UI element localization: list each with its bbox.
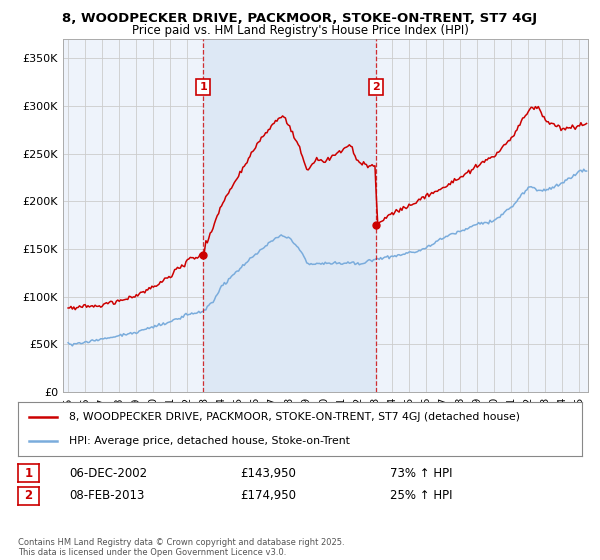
Text: Price paid vs. HM Land Registry's House Price Index (HPI): Price paid vs. HM Land Registry's House … [131, 24, 469, 36]
Text: 06-DEC-2002: 06-DEC-2002 [69, 466, 147, 480]
Text: £174,950: £174,950 [240, 489, 296, 502]
Text: 8, WOODPECKER DRIVE, PACKMOOR, STOKE-ON-TRENT, ST7 4GJ (detached house): 8, WOODPECKER DRIVE, PACKMOOR, STOKE-ON-… [69, 412, 520, 422]
Text: 73% ↑ HPI: 73% ↑ HPI [390, 466, 452, 480]
Text: 25% ↑ HPI: 25% ↑ HPI [390, 489, 452, 502]
Text: 08-FEB-2013: 08-FEB-2013 [69, 489, 145, 502]
Text: HPI: Average price, detached house, Stoke-on-Trent: HPI: Average price, detached house, Stok… [69, 436, 350, 446]
Text: Contains HM Land Registry data © Crown copyright and database right 2025.
This d: Contains HM Land Registry data © Crown c… [18, 538, 344, 557]
Text: £143,950: £143,950 [240, 466, 296, 480]
Text: 1: 1 [199, 82, 207, 92]
Text: 2: 2 [373, 82, 380, 92]
Text: 1: 1 [25, 466, 32, 480]
Bar [203, 39, 376, 392]
Text: 8, WOODPECKER DRIVE, PACKMOOR, STOKE-ON-TRENT, ST7 4GJ: 8, WOODPECKER DRIVE, PACKMOOR, STOKE-ON-… [62, 12, 538, 25]
Text: 2: 2 [25, 489, 32, 502]
